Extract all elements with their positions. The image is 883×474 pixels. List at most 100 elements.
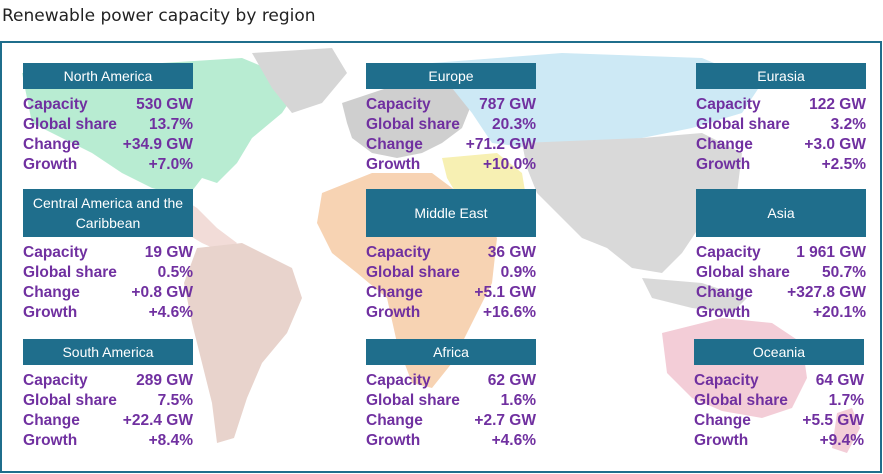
change-value: +5.5 GW xyxy=(802,412,864,429)
change-value: +22.4 GW xyxy=(122,412,193,429)
change-value: +71.2 GW xyxy=(465,136,536,153)
region-header: Eurasia xyxy=(696,63,866,89)
share-value: 7.5% xyxy=(157,392,193,409)
region-card-eurasia: Eurasia Capacity 122 GW Global share 3.2% … xyxy=(696,63,866,175)
capacity-row: Capacity 122 GW xyxy=(696,95,866,115)
share-value: 1.7% xyxy=(828,392,864,409)
region-header: South America xyxy=(23,339,193,365)
greenland-shape xyxy=(252,48,347,113)
share-row: Global share 20.3% xyxy=(366,115,536,135)
growth-label: Growth xyxy=(366,156,421,173)
growth-row: Growth +7.0% xyxy=(23,155,193,175)
change-label: Change xyxy=(366,136,423,153)
capacity-label: Capacity xyxy=(694,372,759,389)
capacity-row: Capacity 787 GW xyxy=(366,95,536,115)
growth-label: Growth xyxy=(366,432,421,449)
growth-value: +20.1% xyxy=(812,304,866,321)
capacity-label: Capacity xyxy=(23,244,88,261)
share-label: Global share xyxy=(696,264,790,281)
growth-value: +8.4% xyxy=(148,432,193,449)
change-value: +5.1 GW xyxy=(474,284,536,301)
change-row: Change +327.8 GW xyxy=(696,283,866,303)
change-value: +3.0 GW xyxy=(804,136,866,153)
capacity-label: Capacity xyxy=(366,96,431,113)
growth-value: +7.0% xyxy=(148,156,193,173)
map-frame: North America Capacity 530 GW Global shar… xyxy=(0,41,882,473)
capacity-label: Capacity xyxy=(696,244,761,261)
growth-row: Growth +10.0% xyxy=(366,155,536,175)
region-card-africa: Africa Capacity 62 GW Global share 1.6% Ch… xyxy=(366,339,536,451)
southeast-asia-shape xyxy=(642,278,747,313)
growth-label: Growth xyxy=(696,304,751,321)
growth-label: Growth xyxy=(366,304,421,321)
share-row: Global share 0.5% xyxy=(23,263,193,283)
asia-shape xyxy=(522,133,742,273)
change-row: Change +5.1 GW xyxy=(366,283,536,303)
growth-value: +10.0% xyxy=(482,156,536,173)
share-value: 20.3% xyxy=(492,116,536,133)
region-card-europe: Europe Capacity 787 GW Global share 20.3% … xyxy=(366,63,536,175)
capacity-label: Capacity xyxy=(696,96,761,113)
change-label: Change xyxy=(366,412,423,429)
change-row: Change +3.0 GW xyxy=(696,135,866,155)
page-title: Renewable power capacity by region xyxy=(2,6,316,26)
change-row: Change +22.4 GW xyxy=(23,411,193,431)
growth-label: Growth xyxy=(696,156,751,173)
capacity-value: 289 GW xyxy=(136,372,193,389)
capacity-value: 530 GW xyxy=(136,96,193,113)
capacity-value: 64 GW xyxy=(815,372,864,389)
change-label: Change xyxy=(23,284,80,301)
change-value: +327.8 GW xyxy=(787,284,866,301)
change-label: Change xyxy=(23,136,80,153)
change-label: Change xyxy=(694,412,751,429)
change-row: Change +2.7 GW xyxy=(366,411,536,431)
share-row: Global share 0.9% xyxy=(366,263,536,283)
region-header: Oceania xyxy=(694,339,864,365)
change-row: Change +34.9 GW xyxy=(23,135,193,155)
region-header: Africa xyxy=(366,339,536,365)
region-card-asia: Asia Capacity 1 961 GW Global share 50.7% … xyxy=(696,189,866,323)
change-value: +0.8 GW xyxy=(131,284,193,301)
capacity-value: 19 GW xyxy=(144,244,193,261)
growth-label: Growth xyxy=(23,304,78,321)
share-value: 1.6% xyxy=(500,392,536,409)
region-header: Asia xyxy=(696,189,866,237)
share-row: Global share 3.2% xyxy=(696,115,866,135)
growth-label: Growth xyxy=(23,432,78,449)
change-row: Change +5.5 GW xyxy=(694,411,864,431)
share-row: Global share 1.7% xyxy=(694,391,864,411)
capacity-row: Capacity 289 GW xyxy=(23,371,193,391)
region-card-middle-east: Middle East Capacity 36 GW Global share 0.… xyxy=(366,189,536,323)
capacity-value: 1 961 GW xyxy=(796,244,866,261)
growth-row: Growth +8.4% xyxy=(23,431,193,451)
share-value: 0.9% xyxy=(500,264,536,281)
share-label: Global share xyxy=(23,116,117,133)
change-label: Change xyxy=(696,136,753,153)
growth-row: Growth +2.5% xyxy=(696,155,866,175)
growth-value: +9.4% xyxy=(819,432,864,449)
growth-label: Growth xyxy=(23,156,78,173)
growth-value: +4.6% xyxy=(491,432,536,449)
north-america-shape xyxy=(22,58,302,193)
share-row: Global share 13.7% xyxy=(23,115,193,135)
region-card-central-america: Central America and the Caribbean Capaci… xyxy=(23,189,193,323)
capacity-label: Capacity xyxy=(366,244,431,261)
share-label: Global share xyxy=(696,116,790,133)
new-zealand-shape xyxy=(832,408,860,453)
capacity-row: Capacity 19 GW xyxy=(23,243,193,263)
growth-row: Growth +9.4% xyxy=(694,431,864,451)
share-row: Global share 1.6% xyxy=(366,391,536,411)
growth-row: Growth +20.1% xyxy=(696,303,866,323)
change-row: Change +0.8 GW xyxy=(23,283,193,303)
capacity-value: 122 GW xyxy=(809,96,866,113)
region-card-south-america: South America Capacity 289 GW Global shar… xyxy=(23,339,193,451)
share-label: Global share xyxy=(23,392,117,409)
change-row: Change +71.2 GW xyxy=(366,135,536,155)
change-label: Change xyxy=(23,412,80,429)
region-card-oceania: Oceania Capacity 64 GW Global share 1.7% C… xyxy=(694,339,864,451)
share-value: 50.7% xyxy=(822,264,866,281)
change-value: +34.9 GW xyxy=(122,136,193,153)
share-value: 13.7% xyxy=(149,116,193,133)
growth-row: Growth +16.6% xyxy=(366,303,536,323)
change-value: +2.7 GW xyxy=(474,412,536,429)
